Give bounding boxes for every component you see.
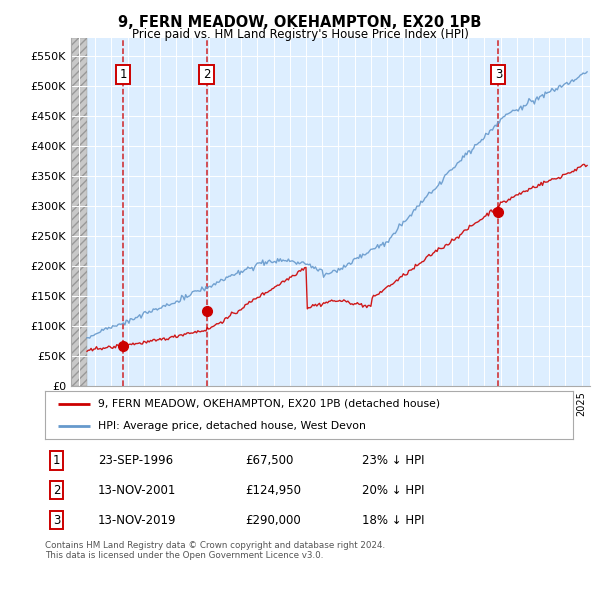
Text: Price paid vs. HM Land Registry's House Price Index (HPI): Price paid vs. HM Land Registry's House …: [131, 28, 469, 41]
Text: £67,500: £67,500: [245, 454, 294, 467]
Bar: [71, 38, 87, 386]
Text: 20% ↓ HPI: 20% ↓ HPI: [362, 484, 424, 497]
Text: 13-NOV-2019: 13-NOV-2019: [98, 514, 176, 527]
Text: Contains HM Land Registry data © Crown copyright and database right 2024.
This d: Contains HM Land Registry data © Crown c…: [45, 541, 385, 560]
Text: 13-NOV-2001: 13-NOV-2001: [98, 484, 176, 497]
Text: HPI: Average price, detached house, West Devon: HPI: Average price, detached house, West…: [98, 421, 365, 431]
Text: 23% ↓ HPI: 23% ↓ HPI: [362, 454, 424, 467]
Text: 3: 3: [53, 514, 61, 527]
Text: 2: 2: [203, 68, 211, 81]
Text: 1: 1: [53, 454, 61, 467]
Text: 9, FERN MEADOW, OKEHAMPTON, EX20 1PB: 9, FERN MEADOW, OKEHAMPTON, EX20 1PB: [118, 15, 482, 30]
Text: 23-SEP-1996: 23-SEP-1996: [98, 454, 173, 467]
Text: 1: 1: [119, 68, 127, 81]
Text: 18% ↓ HPI: 18% ↓ HPI: [362, 514, 424, 527]
Text: 9, FERN MEADOW, OKEHAMPTON, EX20 1PB (detached house): 9, FERN MEADOW, OKEHAMPTON, EX20 1PB (de…: [98, 399, 440, 409]
Bar: [71, 38, 87, 386]
Text: 3: 3: [495, 68, 502, 81]
Text: 2: 2: [53, 484, 61, 497]
Text: £290,000: £290,000: [245, 514, 301, 527]
Text: £124,950: £124,950: [245, 484, 302, 497]
